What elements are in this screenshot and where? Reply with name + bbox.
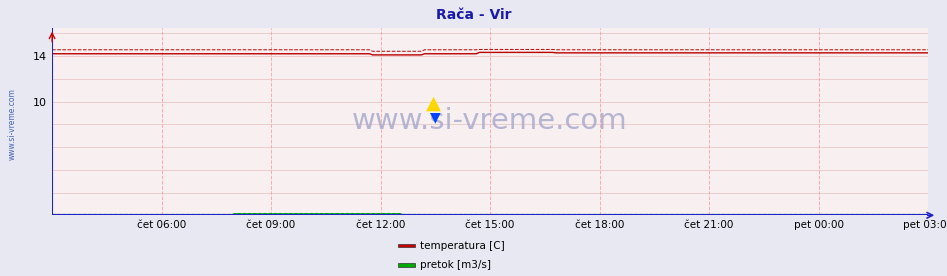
Text: www.si-vreme.com: www.si-vreme.com: [352, 107, 628, 136]
Text: ▼: ▼: [431, 111, 441, 125]
Text: www.si-vreme.com: www.si-vreme.com: [8, 88, 17, 160]
Text: Rača - Vir: Rača - Vir: [436, 8, 511, 22]
Text: ▲: ▲: [425, 93, 440, 112]
Text: temperatura [C]: temperatura [C]: [420, 241, 504, 251]
Text: pretok [m3/s]: pretok [m3/s]: [420, 260, 491, 270]
